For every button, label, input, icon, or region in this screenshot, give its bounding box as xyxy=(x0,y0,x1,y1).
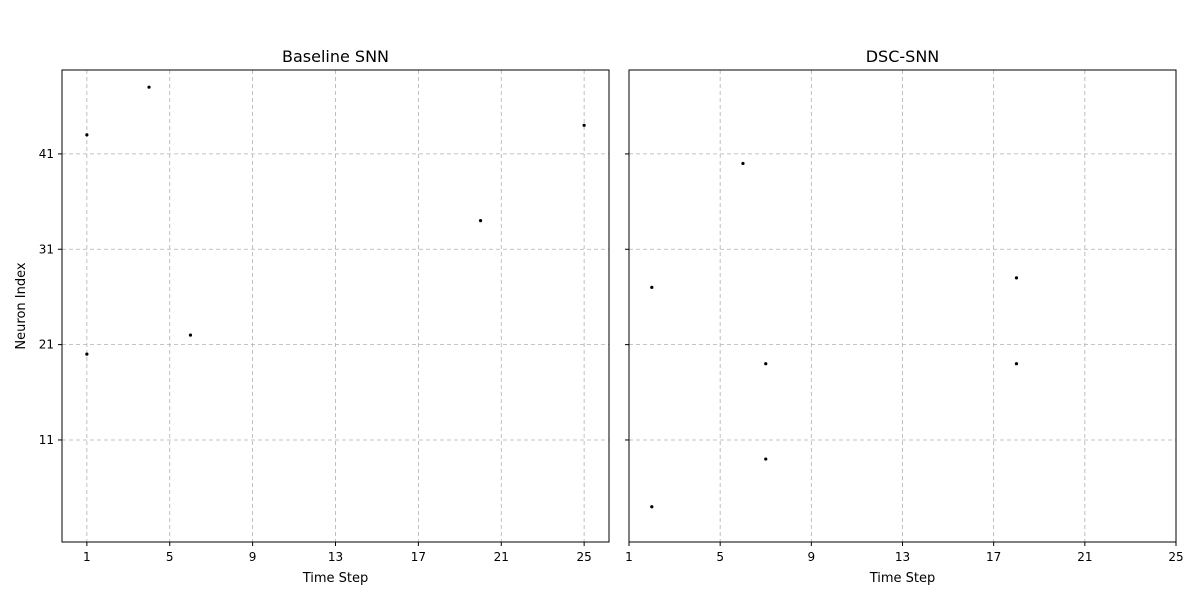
baseline-snn-panel: Baseline SNN 1 5 9 13 17 21 25 11 21 31 41 Time St… xyxy=(14,47,610,586)
baseline-snn-spike-point xyxy=(85,133,89,137)
baseline-snn-spike-point xyxy=(478,219,483,223)
dsc-snn-x-tick-label: 9 xyxy=(808,550,816,564)
baseline-snn-ticks: 1 5 9 13 17 21 25 11 21 31 41 xyxy=(39,147,592,564)
dsc-snn-spike-point xyxy=(650,285,654,290)
dsc-snn-spike-point xyxy=(741,161,745,166)
baseline-snn-title: Baseline SNN xyxy=(282,47,389,66)
dsc-snn-x-axis-label: Time Step xyxy=(869,571,936,586)
baseline-snn-spike-point xyxy=(147,85,151,89)
dsc-snn-panel: DSC-SNN 1 5 9 13 17 21 25 Time Step xyxy=(625,47,1184,586)
dsc-snn-x-tick-label: 13 xyxy=(895,550,910,564)
dsc-snn-x-tick-label: 1 xyxy=(625,550,633,564)
baseline-snn-x-tick-label: 21 xyxy=(494,550,509,564)
baseline-snn-y-axis-label: Neuron Index xyxy=(14,262,29,349)
dsc-snn-spike-point xyxy=(764,362,768,366)
dsc-snn-x-tick-label: 17 xyxy=(986,550,1001,564)
dsc-snn-x-tick-label: 25 xyxy=(1168,550,1183,564)
baseline-snn-spike-point xyxy=(188,333,193,337)
baseline-snn-x-tick-label: 9 xyxy=(249,550,257,564)
baseline-snn-spike-point xyxy=(85,352,89,356)
baseline-snn-x-tick-label: 13 xyxy=(328,550,343,564)
baseline-snn-spike-point xyxy=(582,123,586,127)
baseline-snn-x-tick-label: 17 xyxy=(411,550,426,564)
dsc-snn-title: DSC-SNN xyxy=(866,47,940,66)
dsc-snn-spike-point xyxy=(764,457,768,461)
baseline-snn-points xyxy=(85,85,586,356)
dsc-snn-ticks: 1 5 9 13 17 21 25 xyxy=(625,153,1184,564)
dsc-snn-x-tick-label: 21 xyxy=(1077,550,1092,564)
baseline-snn-x-axis-label: Time Step xyxy=(302,571,369,586)
baseline-snn-x-tick-label: 1 xyxy=(83,550,91,564)
baseline-snn-x-tick-label: 5 xyxy=(166,550,174,564)
baseline-snn-y-tick-label: 31 xyxy=(39,242,54,256)
dsc-snn-spike-point xyxy=(1014,362,1019,366)
baseline-snn-x-tick-label: 25 xyxy=(576,550,591,564)
dsc-snn-x-tick-label: 5 xyxy=(716,550,724,564)
baseline-snn-grid xyxy=(62,70,609,542)
dsc-snn-spike-point xyxy=(650,505,654,509)
baseline-snn-y-tick-label: 21 xyxy=(39,338,54,352)
baseline-snn-y-tick-label: 41 xyxy=(39,147,54,161)
dsc-snn-spike-point xyxy=(1014,276,1019,280)
dsc-snn-points xyxy=(650,161,1019,509)
baseline-snn-y-tick-label: 11 xyxy=(39,433,54,447)
